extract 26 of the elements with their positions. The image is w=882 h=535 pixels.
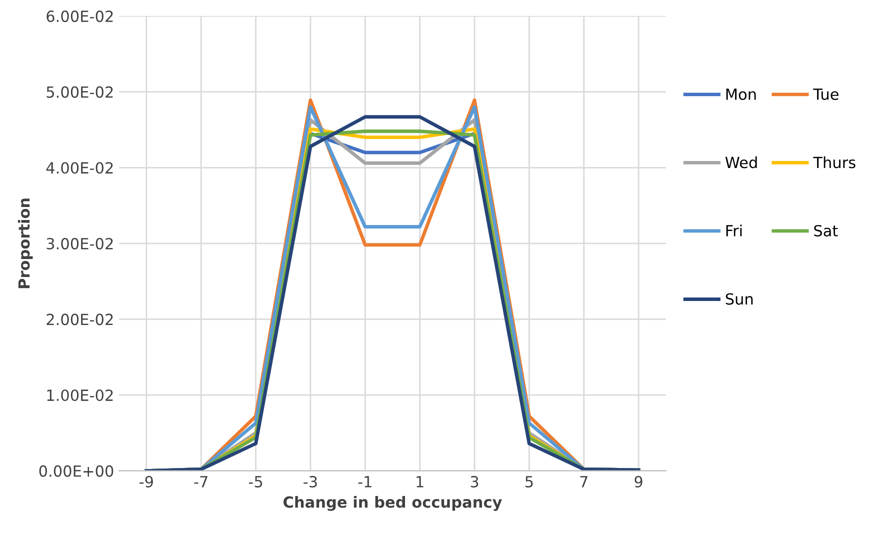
legend-label: Wed (725, 156, 757, 168)
y-tick-label: 6.00E-02 (46, 10, 113, 22)
legend-label: Tue (813, 88, 838, 100)
x-tick-label: 3 (470, 476, 478, 488)
legend-label: Thurs (813, 156, 856, 168)
x-tick-label: 7 (580, 476, 588, 488)
x-tick-label: -5 (248, 476, 262, 488)
y-tick-label: 0.00E+00 (39, 465, 114, 477)
x-axis-title: Change in bed occupancy (284, 496, 502, 511)
y-axis-title: Proportion (18, 198, 33, 288)
x-tick-label: 1 (416, 476, 424, 488)
y-tick-label: 1.00E-02 (47, 389, 113, 402)
legend-label: Sun (726, 293, 753, 305)
x-tick-label: -7 (194, 476, 208, 488)
x-tick-label: -3 (304, 476, 317, 488)
legend-label: Fri (726, 224, 742, 236)
legend-label: Mon (726, 88, 756, 100)
x-tick-label: -1 (358, 476, 372, 488)
y-tick-label: 4.00E-02 (46, 162, 113, 174)
x-tick-label: 9 (634, 476, 642, 488)
y-tick-label: 5.00E-02 (46, 86, 113, 98)
legend-label: Sat (814, 224, 838, 237)
x-tick-label: 5 (526, 476, 533, 488)
x-tick-label: -9 (140, 476, 153, 488)
y-tick-label: 3.00E-02 (46, 238, 113, 250)
y-tick-label: 2.00E-02 (46, 314, 113, 326)
